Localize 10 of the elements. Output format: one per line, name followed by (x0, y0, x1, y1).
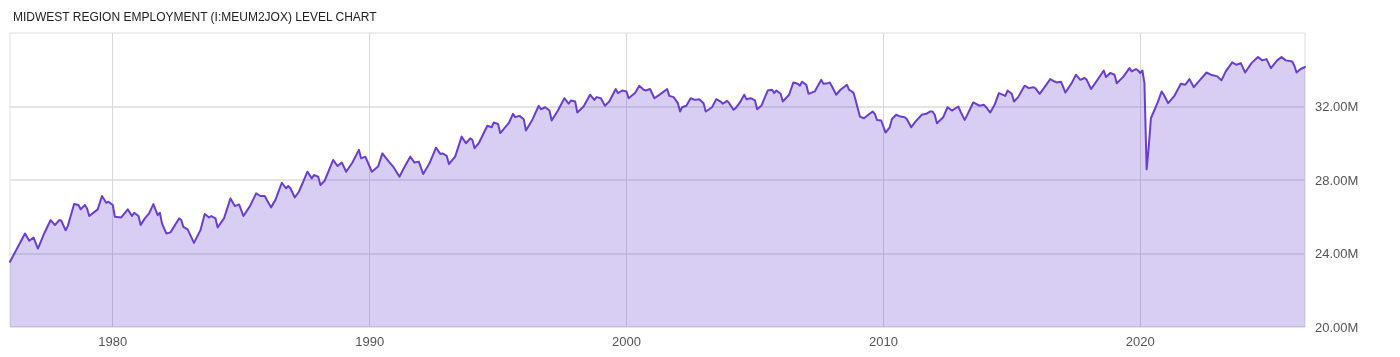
chart-title: MIDWEST REGION EMPLOYMENT (I:MEUM2JOX) LEVEL CHART (13, 10, 378, 24)
x-tick-label: 2000 (612, 334, 641, 349)
y-tick-label: 28.00M (1315, 172, 1359, 188)
x-tick-label: 2020 (1125, 334, 1155, 349)
x-tick-label: 2010 (868, 334, 898, 349)
x-tick-label: 1980 (98, 334, 128, 349)
x-tick-label: 1990 (355, 334, 385, 349)
y-tick-label: 32.00M (1315, 99, 1359, 114)
y-tick-label: 24.00M (1315, 246, 1359, 261)
y-tick-label: 20.00M (1315, 319, 1359, 335)
